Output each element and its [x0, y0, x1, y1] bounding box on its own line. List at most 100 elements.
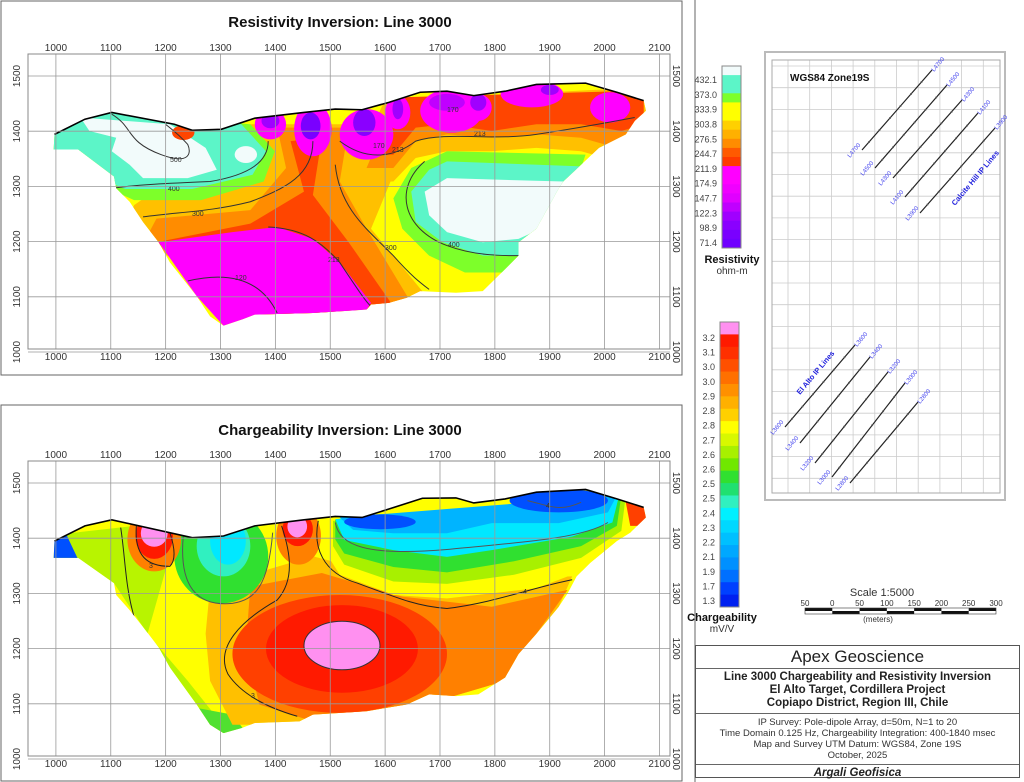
- resistivity-colorbar-title: Resistivity: [704, 254, 760, 266]
- colorbar-label: 276.5: [694, 134, 717, 144]
- station-marker: [833, 368, 835, 371]
- station-marker: [832, 439, 835, 442]
- x-tick-label-top: 1800: [484, 43, 507, 54]
- colorbar-label: 2.6: [702, 450, 715, 460]
- colorbar-label: 3.0: [702, 362, 715, 372]
- station-marker: [949, 178, 951, 180]
- station-marker: [899, 105, 902, 107]
- station-marker: [858, 368, 861, 371]
- colorbar-swatch: [720, 594, 739, 608]
- station-marker: [944, 149, 947, 152]
- detail-line: Map and Survey UTM Datum: WGS84, Zone 19…: [753, 739, 962, 750]
- scale-tick-label: 50: [801, 599, 810, 608]
- station-marker: [854, 411, 857, 414]
- y-tick-label-right: 1500: [670, 65, 681, 88]
- chg-left-yellowgreen: [53, 525, 233, 734]
- station-marker: [896, 425, 899, 428]
- x-tick-label-top: 1600: [374, 43, 397, 54]
- location-map: WGS84 Zone19S L4700L4700L4500L4500L4300L…: [764, 51, 1010, 501]
- scale-tick-label: 150: [907, 599, 921, 608]
- contour-label: 400: [168, 186, 180, 193]
- contour-label: 3: [251, 693, 255, 700]
- map-datum-label: WGS84 Zone19S: [790, 73, 870, 84]
- x-tick-label-bottom: 2100: [648, 352, 671, 363]
- y-tick-label-left: 1400: [12, 527, 23, 550]
- station-marker: [801, 405, 804, 408]
- survey-line: [892, 99, 963, 179]
- colorbar-swatch: [720, 470, 739, 484]
- x-tick-label-bottom: 1800: [484, 352, 507, 363]
- res-white-blob: [234, 146, 258, 164]
- contour-label: 4: [546, 503, 550, 510]
- contour-label: 213: [392, 147, 404, 154]
- y-tick-label-left: 1200: [12, 637, 23, 660]
- survey-line: [919, 127, 996, 214]
- x-tick-label-bottom: 1900: [539, 759, 562, 770]
- y-tick-label-right: 1300: [670, 582, 681, 605]
- colorbar-swatch: [720, 445, 739, 459]
- company-name: Apex Geoscience: [696, 646, 1019, 669]
- colorbar-swatch: [720, 408, 739, 422]
- colorbar-swatch: [722, 157, 741, 167]
- x-tick-label-bottom: 2000: [593, 352, 616, 363]
- scale-title: Scale 1:5000: [850, 587, 914, 599]
- station-marker: [855, 473, 858, 476]
- x-tick-label-top: 2100: [648, 450, 671, 461]
- scale-segment: [832, 611, 860, 614]
- colorbar-swatch: [720, 458, 739, 472]
- station-marker: [898, 169, 901, 172]
- colorbar-swatch: [722, 184, 741, 194]
- chargeability-section: [53, 445, 646, 734]
- colorbar-label: 71.4: [699, 238, 717, 248]
- plot-frame: [27, 460, 671, 757]
- contour-label: 3: [149, 563, 153, 570]
- y-tick-label-left: 1000: [12, 747, 23, 770]
- station-marker: [960, 165, 963, 168]
- plot-frame: [27, 53, 671, 350]
- scale-tick-label: 50: [855, 599, 864, 608]
- title-line: Line 3000 Chargeability and Resistivity …: [723, 671, 992, 683]
- contour-label: 400: [448, 242, 460, 249]
- colorbar-swatch: [720, 433, 739, 447]
- station-marker: [906, 413, 909, 416]
- scale-bar: Scale 1:5000 50 0 50 100 150 200 250 300 (meter…: [801, 587, 1004, 624]
- colorbar-swatch: [720, 507, 739, 521]
- y-tick-label-left: 1100: [12, 286, 23, 308]
- colorbar-swatch: [722, 138, 741, 149]
- colorbar-label: 2.1: [702, 552, 715, 562]
- x-tick-label-top: 2000: [593, 43, 616, 54]
- survey-line: [831, 382, 906, 478]
- y-tick-label-left: 1100: [12, 693, 23, 715]
- colorbar-label: 2.3: [702, 523, 715, 533]
- contour-label: 500: [170, 157, 182, 164]
- x-tick-label-bottom: 1800: [484, 759, 507, 770]
- x-tick-label-bottom: 1000: [45, 759, 68, 770]
- survey-line: [784, 344, 856, 428]
- station-marker: [849, 452, 852, 455]
- chg-low-blob-2: [509, 489, 608, 513]
- chg-left-corner-blue: [53, 535, 79, 560]
- chargeability-colorbar-title: Chargeability: [687, 612, 758, 624]
- x-tick-label-bottom: 1700: [429, 759, 452, 770]
- station-marker: [843, 425, 846, 428]
- x-tick-label-top: 1300: [209, 43, 232, 54]
- x-tick-label-top: 1500: [319, 43, 342, 54]
- title-line: El Alto Target, Cordillera Project: [769, 684, 946, 696]
- station-marker: [922, 175, 925, 177]
- colorbar-label: 2.7: [702, 435, 715, 445]
- station-marker: [881, 158, 884, 161]
- station-marker: [919, 145, 922, 148]
- x-tick-label-bottom: 1400: [264, 352, 287, 363]
- chargeability-title: Chargeability Inversion: Line 3000: [218, 422, 461, 439]
- y-tick-label-right: 1100: [670, 693, 681, 715]
- x-tick-label-bottom: 1100: [100, 759, 122, 770]
- colorbar-swatch: [720, 346, 739, 360]
- x-tick-label-bottom: 1500: [319, 352, 342, 363]
- colorbar-swatch: [722, 111, 741, 122]
- station-marker: [860, 438, 863, 441]
- x-tick-label-top: 1100: [100, 43, 122, 54]
- colorbar-label: 432.1: [694, 75, 717, 85]
- colorbar-label: 3.1: [702, 348, 715, 358]
- colorbar-label: 2.9: [702, 391, 715, 401]
- scale-bar-frame: [804, 607, 997, 615]
